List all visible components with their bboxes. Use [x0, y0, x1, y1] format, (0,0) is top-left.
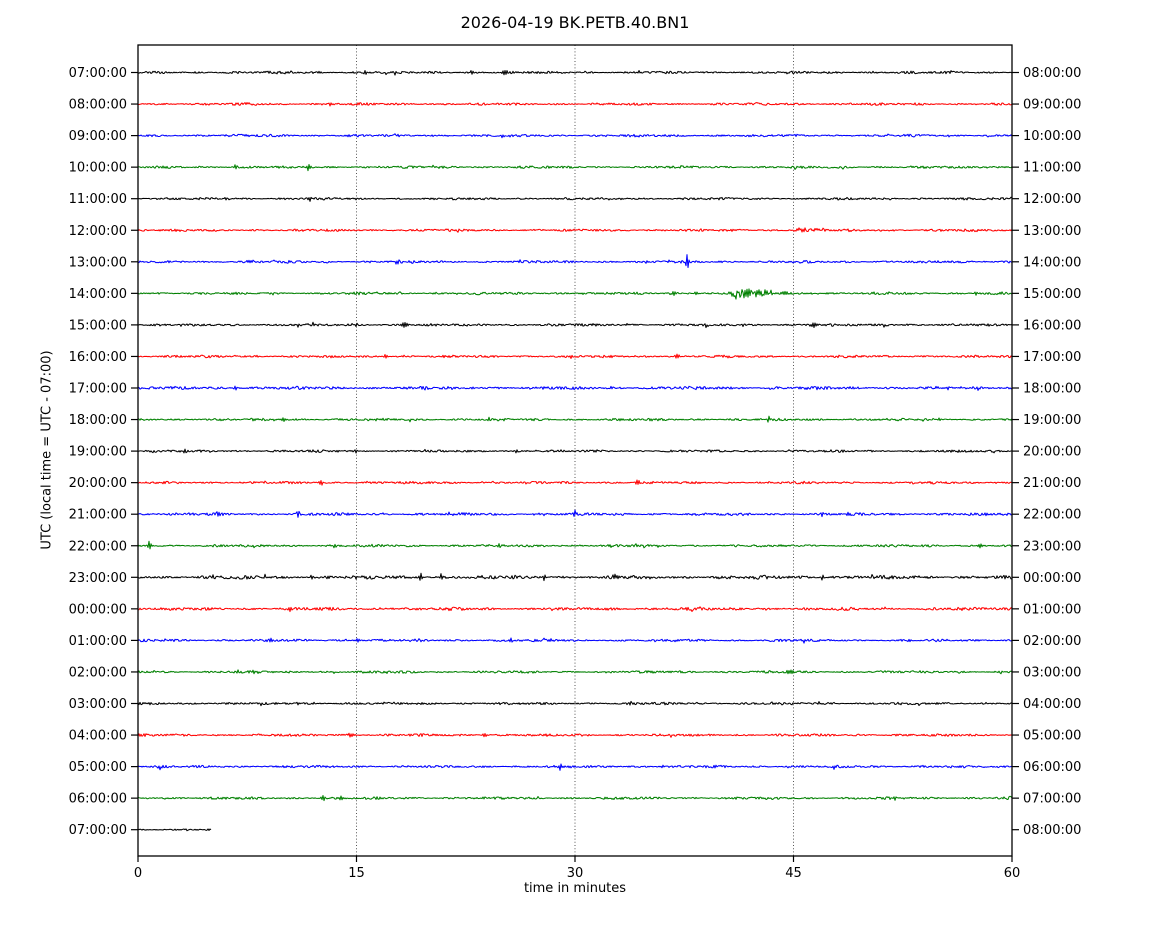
local-time-label-7: 15:00:00 — [1023, 287, 1081, 302]
trace-utc-17:00 — [137, 385, 1013, 391]
trace-utc-16:00 — [137, 353, 1013, 359]
local-time-label-6: 14:00:00 — [1023, 255, 1081, 270]
utc-time-label-17: 00:00:00 — [69, 602, 127, 617]
trace-utc-14:00 — [137, 288, 1013, 300]
local-time-label-14: 22:00:00 — [1023, 508, 1081, 523]
trace-utc-15:00 — [137, 321, 1013, 329]
trace-utc-00:00 — [137, 606, 1013, 613]
local-time-label-0: 08:00:00 — [1023, 66, 1081, 81]
trace-utc-23:00 — [137, 572, 1013, 582]
local-time-label-17: 01:00:00 — [1023, 602, 1081, 617]
trace-utc-22:00 — [137, 540, 1013, 550]
utc-time-label-9: 16:00:00 — [69, 350, 127, 365]
local-time-label-12: 20:00:00 — [1023, 445, 1081, 460]
trace-utc-02:00 — [137, 669, 1013, 675]
local-time-label-24: 08:00:00 — [1023, 823, 1081, 838]
x-axis-label: time in minutes — [523, 881, 627, 896]
utc-time-label-24: 07:00:00 — [69, 823, 127, 838]
local-time-label-4: 12:00:00 — [1023, 192, 1081, 207]
local-time-label-2: 10:00:00 — [1023, 129, 1081, 144]
utc-time-label-13: 20:00:00 — [69, 476, 127, 491]
trace-utc-07:00 — [137, 69, 1013, 76]
utc-time-label-0: 07:00:00 — [69, 66, 127, 81]
x-tick-label-45: 45 — [785, 866, 802, 881]
x-tick-label-60: 60 — [1004, 866, 1021, 881]
trace-utc-09:00 — [137, 133, 1013, 139]
utc-time-label-19: 02:00:00 — [69, 665, 127, 680]
local-time-label-9: 17:00:00 — [1023, 350, 1081, 365]
trace-utc-01:00 — [137, 637, 1013, 644]
local-time-label-22: 06:00:00 — [1023, 760, 1081, 775]
utc-time-label-6: 13:00:00 — [69, 255, 127, 270]
trace-utc-10:00 — [137, 163, 1013, 172]
trace-utc-08:00 — [137, 102, 1013, 107]
utc-time-label-20: 03:00:00 — [69, 697, 127, 712]
utc-time-label-2: 09:00:00 — [69, 129, 127, 144]
trace-utc-13:00 — [137, 254, 1013, 269]
trace-utc-18:00 — [137, 415, 1013, 423]
local-time-label-3: 11:00:00 — [1023, 161, 1081, 176]
trace-utc-06:00 — [137, 795, 1013, 802]
chart-title: 2026-04-19 BK.PETB.40.BN1 — [460, 13, 690, 32]
utc-time-label-5: 12:00:00 — [69, 224, 127, 239]
x-tick-label-30: 30 — [567, 866, 584, 881]
local-time-label-23: 07:00:00 — [1023, 792, 1081, 807]
utc-time-label-22: 05:00:00 — [69, 760, 127, 775]
local-time-label-11: 19:00:00 — [1023, 413, 1081, 428]
x-tick-label-0: 0 — [134, 866, 142, 881]
trace-utc-05:00 — [137, 763, 1013, 771]
local-time-label-16: 00:00:00 — [1023, 571, 1081, 586]
local-time-label-8: 16:00:00 — [1023, 318, 1081, 333]
utc-time-label-10: 17:00:00 — [69, 382, 127, 397]
trace-utc-20:00 — [137, 479, 1013, 486]
trace-utc-07:00 — [137, 828, 212, 832]
utc-time-label-18: 01:00:00 — [69, 634, 127, 649]
utc-time-label-11: 18:00:00 — [69, 413, 127, 428]
utc-time-label-15: 22:00:00 — [69, 539, 127, 554]
utc-time-label-12: 19:00:00 — [69, 445, 127, 460]
utc-time-label-1: 08:00:00 — [69, 98, 127, 113]
local-time-label-1: 09:00:00 — [1023, 98, 1081, 113]
trace-utc-19:00 — [137, 448, 1013, 454]
utc-time-label-8: 15:00:00 — [69, 318, 127, 333]
trace-utc-04:00 — [137, 732, 1013, 738]
local-time-label-10: 18:00:00 — [1023, 382, 1081, 397]
local-time-label-15: 23:00:00 — [1023, 539, 1081, 554]
trace-utc-03:00 — [137, 700, 1013, 707]
utc-time-label-21: 04:00:00 — [69, 729, 127, 744]
utc-time-label-7: 14:00:00 — [69, 287, 127, 302]
utc-time-label-4: 11:00:00 — [69, 192, 127, 207]
local-time-label-13: 21:00:00 — [1023, 476, 1081, 491]
local-time-label-5: 13:00:00 — [1023, 224, 1081, 239]
utc-time-label-23: 06:00:00 — [69, 792, 127, 807]
trace-utc-11:00 — [137, 196, 1013, 202]
utc-time-label-14: 21:00:00 — [69, 508, 127, 523]
utc-time-label-16: 23:00:00 — [69, 571, 127, 586]
trace-utc-21:00 — [137, 509, 1013, 518]
local-time-label-20: 04:00:00 — [1023, 697, 1081, 712]
local-time-label-19: 03:00:00 — [1023, 665, 1081, 680]
utc-time-label-3: 10:00:00 — [69, 161, 127, 176]
local-time-label-21: 05:00:00 — [1023, 729, 1081, 744]
trace-utc-12:00 — [137, 227, 1013, 233]
x-tick-label-15: 15 — [348, 866, 365, 881]
local-time-label-18: 02:00:00 — [1023, 634, 1081, 649]
